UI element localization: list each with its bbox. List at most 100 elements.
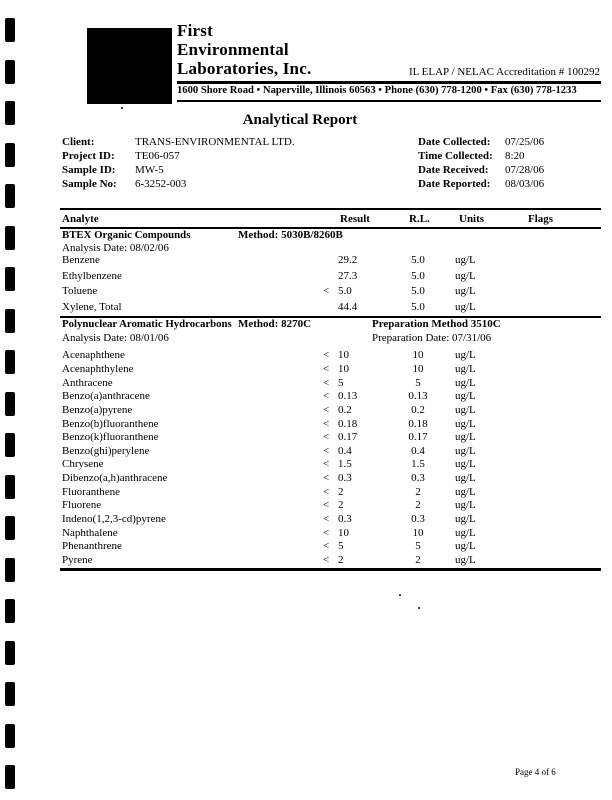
units-value: ug/L: [455, 285, 476, 298]
binding-hole: [5, 433, 15, 457]
table-rule-mid: [60, 316, 601, 319]
reporting-limit: 0.2: [411, 403, 425, 416]
less-than-sign: <: [323, 285, 330, 298]
less-than-sign: <: [323, 444, 330, 457]
binding-hole: [5, 599, 15, 623]
table-row: Pyrene <2 2 ug/L: [0, 554, 612, 568]
result-value: 0.3: [338, 472, 352, 485]
result-value: 0.4: [338, 444, 352, 457]
less-than-sign: <: [323, 458, 330, 471]
info-row: Date Received: 07/28/06: [418, 164, 544, 178]
less-than-sign: <: [323, 540, 330, 553]
table-row: Benzo(k)fluoranthene <0.17 0.17 ug/L: [0, 431, 612, 445]
table-row: Benzo(b)fluoranthene <0.18 0.18 ug/L: [0, 418, 612, 432]
reporting-limit: 10: [412, 526, 424, 539]
result-value: 0.13: [338, 390, 358, 403]
binding-hole: [5, 557, 15, 582]
reporting-limit: 2: [415, 553, 421, 566]
scan-noise-dot: [121, 107, 123, 109]
binding-hole: [5, 308, 15, 333]
result-value: 0.17: [338, 431, 358, 444]
analyte-name: Indeno(1,2,3-cd)pyrene: [62, 512, 166, 525]
analyte-name: Acenaphthene: [62, 349, 125, 362]
result-value: 44.4: [338, 300, 358, 313]
analyte-name: Fluoranthene: [62, 485, 121, 498]
units-value: ug/L: [455, 485, 476, 498]
table-rule-bottom: [60, 567, 601, 572]
section-header: Polynuclear Aromatic Hydrocarbons Method:…: [0, 318, 612, 349]
info-label: Date Received:: [418, 164, 489, 176]
info-row: Sample No: 6-3252-003: [62, 178, 295, 192]
info-row: Project ID: TE06-057: [62, 150, 295, 164]
reporting-limit: 5.0: [411, 254, 425, 267]
analyte-name: Xylene, Total: [62, 300, 122, 313]
header-rule-bottom: [177, 100, 601, 102]
units-value: ug/L: [455, 269, 476, 282]
analyte-name: Benzo(a)anthracene: [62, 390, 150, 403]
company-name-line: Environmental: [177, 40, 289, 59]
result-value: 5: [338, 376, 344, 389]
less-than-sign: <: [323, 349, 330, 362]
binding-hole: [5, 142, 15, 167]
binding-hole: [5, 184, 15, 208]
less-than-sign: <: [323, 362, 330, 375]
column-header-units: Units: [459, 212, 485, 225]
table-row: Fluoranthene <2 2 ug/L: [0, 486, 612, 500]
binding-hole: [5, 474, 15, 499]
less-than-sign: <: [323, 526, 330, 539]
sample-info-left: Client: TRANS-ENVIRONMENTAL LTD. Project I…: [62, 136, 295, 192]
scan-noise-dot: [418, 607, 420, 609]
page-number: Page 4 of 6: [515, 767, 556, 777]
units-value: ug/L: [455, 254, 476, 267]
analyte-name: Dibenzo(a,h)anthracene: [62, 472, 168, 485]
report-title: Analytical Report: [242, 112, 358, 128]
info-value: 6-3252-003: [135, 178, 187, 190]
result-value: 10: [338, 362, 349, 375]
binding-hole: [5, 765, 15, 789]
result-value: 2: [338, 485, 344, 498]
section-analysis-date: Analysis Date: 08/02/06: [62, 241, 169, 254]
info-row: Sample ID: MW-5: [62, 164, 295, 178]
analyte-name: Benzo(ghi)perylene: [62, 444, 150, 457]
less-than-sign: <: [323, 485, 330, 498]
less-than-sign: <: [323, 390, 330, 403]
table-row: Toluene <5.0 5.0 ug/L: [0, 285, 612, 301]
result-value: 1.5: [338, 458, 352, 471]
section-name: Polynuclear Aromatic Hydrocarbons: [62, 318, 232, 331]
table-row: Acenaphthylene <10 10 ug/L: [0, 363, 612, 377]
sample-info-right: Date Collected: 07/25/06 Time Collected: 8:…: [418, 136, 544, 192]
less-than-sign: <: [323, 499, 330, 512]
binding-hole: [5, 516, 15, 540]
units-value: ug/L: [455, 444, 476, 457]
binding-hole: [5, 391, 15, 416]
table-row: Benzo(a)anthracene <0.13 0.13 ug/L: [0, 390, 612, 404]
info-label: Date Collected:: [418, 136, 491, 148]
info-value: TE06-057: [135, 150, 180, 162]
analyte-name: Ethylbenzene: [62, 269, 122, 282]
results-table: Analyte Result R.L. Units Flags BTEX Org…: [0, 208, 612, 572]
section-prep-date: Preparation Date: 07/31/06: [372, 332, 492, 345]
reporting-limit: 2: [415, 485, 421, 498]
table-rule-top: [60, 208, 601, 210]
units-value: ug/L: [455, 390, 476, 403]
binding-hole: [5, 101, 15, 125]
reporting-limit: 5.0: [411, 300, 425, 313]
binding-hole: [5, 682, 15, 706]
section-method: Method: 5030B/8260B: [238, 229, 343, 242]
info-row: Client: TRANS-ENVIRONMENTAL LTD.: [62, 136, 295, 150]
column-header-analyte: Analyte: [62, 212, 99, 225]
less-than-sign: <: [323, 512, 330, 525]
table-row: Xylene, Total 44.4 5.0 ug/L: [0, 301, 612, 317]
column-header-rl: R.L.: [409, 212, 430, 225]
reporting-limit: 5: [415, 376, 421, 389]
info-value: MW-5: [135, 164, 164, 176]
section-analysis-date: Analysis Date: 08/01/06: [62, 332, 169, 345]
units-value: ug/L: [455, 431, 476, 444]
result-value: 27.3: [338, 269, 358, 282]
less-than-sign: <: [323, 403, 330, 416]
table-row: Ethylbenzene 27.3 5.0 ug/L: [0, 270, 612, 286]
table-rule-header: [60, 226, 601, 230]
company-name: First Environmental Laboratories, Inc.: [177, 21, 311, 78]
info-row: Date Collected: 07/25/06: [418, 136, 544, 150]
